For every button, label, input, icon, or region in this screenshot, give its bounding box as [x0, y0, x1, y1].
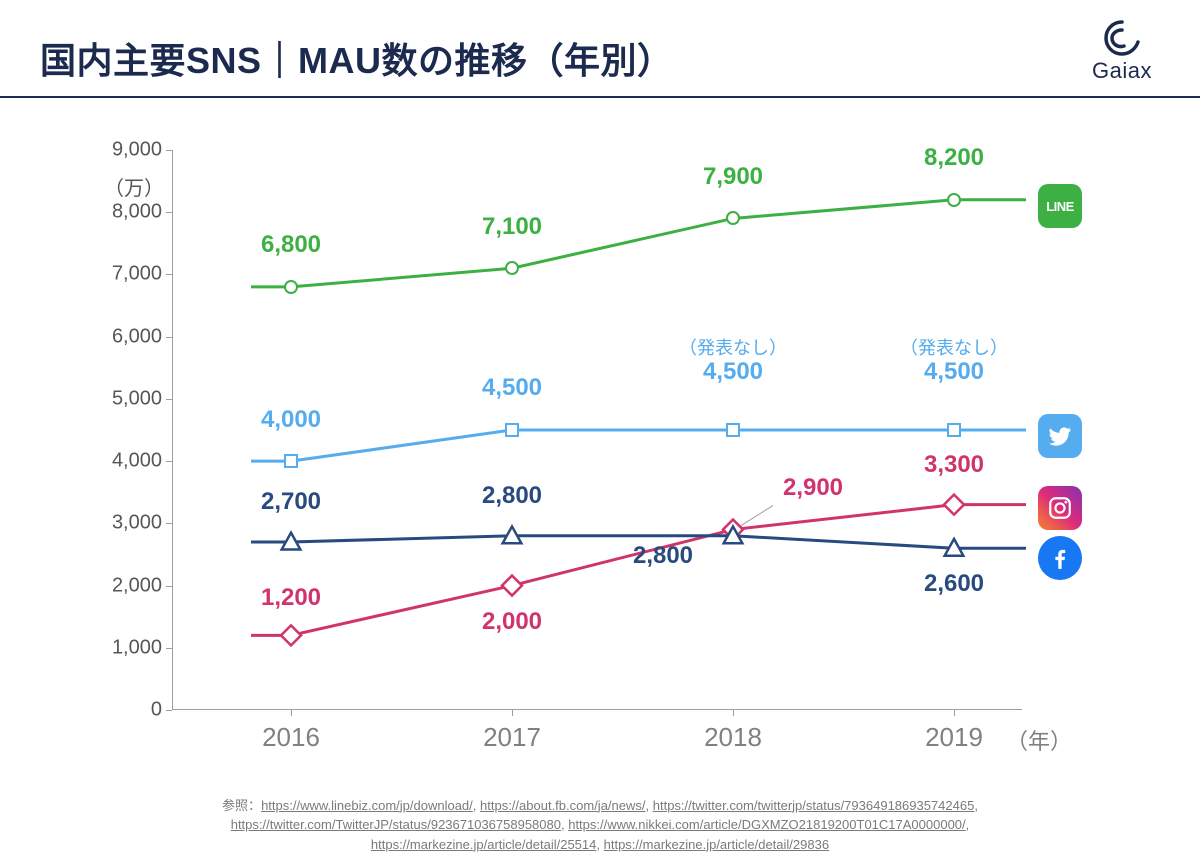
- y-tick-label: 3,000: [112, 512, 162, 535]
- twitter-marker: [726, 423, 740, 437]
- title-rule: [0, 96, 1200, 98]
- instagram-data-label: 2,900: [783, 474, 843, 502]
- instagram-icon: [1038, 486, 1082, 530]
- page-title: 国内主要SNS｜MAU数の推移（年別）: [40, 32, 674, 84]
- y-tick-label: 4,000: [112, 450, 162, 473]
- line-marker: [726, 211, 740, 225]
- instagram-data-label: 2,000: [482, 608, 542, 636]
- slide: 国内主要SNS｜MAU数の推移（年別） Gaiax 0 1,000 2,000 3,0…: [0, 0, 1200, 868]
- x-tick-mark: [733, 710, 734, 716]
- twitter-line: [291, 430, 954, 461]
- facebook-data-label: 2,800: [633, 542, 693, 570]
- facebook-data-label: 2,600: [924, 570, 984, 598]
- twitter-icon: [1038, 414, 1082, 458]
- chart-area: 0 1,000 2,000 3,000 4,000 5,000 6,000 7,000 8,00…: [70, 130, 1130, 770]
- facebook-icon: [1038, 536, 1082, 580]
- reference-link[interactable]: https://twitter.com/twitterjp/status/793…: [653, 798, 975, 813]
- y-axis-unit: （万）: [104, 172, 164, 201]
- x-tick-mark: [954, 710, 955, 716]
- instagram-data-label: 1,200: [261, 584, 321, 612]
- twitter-marker: [947, 423, 961, 437]
- twitter-data-label: （発表なし）4,500: [900, 338, 1008, 386]
- twitter-marker: [505, 423, 519, 437]
- reference-link[interactable]: https://about.fb.com/ja/news/: [480, 798, 645, 813]
- x-axis-unit: （年）: [1006, 724, 1072, 756]
- y-tick-label: 6,000: [112, 325, 162, 348]
- line-marker: [505, 261, 519, 275]
- reference-link[interactable]: https://markezine.jp/article/detail/2983…: [604, 837, 829, 852]
- line-chart: 01,0002,0003,0004,0005,0006,0007,0008,00…: [172, 150, 1022, 710]
- twitter-data-label: （発表なし）4,500: [679, 338, 787, 386]
- x-tick-label: 2016: [262, 722, 320, 753]
- x-tick-mark: [291, 710, 292, 716]
- line-marker: [284, 280, 298, 294]
- leader-line: [741, 506, 773, 526]
- brand-logo: Gaiax: [1092, 20, 1152, 84]
- facebook-line: [291, 536, 954, 548]
- brand-name: Gaiax: [1092, 58, 1152, 84]
- instagram-data-label: 3,300: [924, 451, 984, 479]
- line-data-label: 8,200: [924, 144, 984, 172]
- line-line: [291, 200, 954, 287]
- y-tick-label: 7,000: [112, 263, 162, 286]
- reference-link[interactable]: https://twitter.com/TwitterJP/status/923…: [231, 817, 561, 832]
- y-tick-label: 2,000: [112, 574, 162, 597]
- twitter-data-label: 4,000: [261, 406, 321, 434]
- reference-link[interactable]: https://www.nikkei.com/article/DGXMZO218…: [568, 817, 965, 832]
- instagram-marker: [944, 495, 964, 515]
- references: 参照：https://www.linebiz.com/jp/download/,…: [0, 796, 1200, 855]
- line-data-label: 6,800: [261, 231, 321, 259]
- line-data-label: 7,900: [703, 163, 763, 191]
- x-tick-mark: [512, 710, 513, 716]
- x-tick-label: 2018: [704, 722, 762, 753]
- x-tick-label: 2017: [483, 722, 541, 753]
- line-icon: LINE: [1038, 184, 1082, 228]
- reference-link[interactable]: https://markezine.jp/article/detail/2551…: [371, 837, 596, 852]
- instagram-marker: [502, 576, 522, 596]
- y-tick-mark: [166, 710, 172, 711]
- facebook-data-label: 2,700: [261, 488, 321, 516]
- y-tick-label: 8,000: [112, 201, 162, 224]
- y-tick-label: 9,000: [112, 139, 162, 162]
- x-tick-label: 2019: [925, 722, 983, 753]
- instagram-line: [291, 505, 954, 636]
- line-data-label: 7,100: [482, 213, 542, 241]
- y-tick-label: 1,000: [112, 636, 162, 659]
- facebook-data-label: 2,800: [482, 482, 542, 510]
- y-tick-label: 5,000: [112, 387, 162, 410]
- twitter-data-label: 4,500: [482, 374, 542, 402]
- instagram-marker: [281, 625, 301, 645]
- gaiax-icon: [1102, 20, 1142, 56]
- line-marker: [947, 193, 961, 207]
- twitter-marker: [284, 454, 298, 468]
- y-tick-label: 0: [151, 699, 162, 722]
- reference-link[interactable]: https://www.linebiz.com/jp/download/: [261, 798, 473, 813]
